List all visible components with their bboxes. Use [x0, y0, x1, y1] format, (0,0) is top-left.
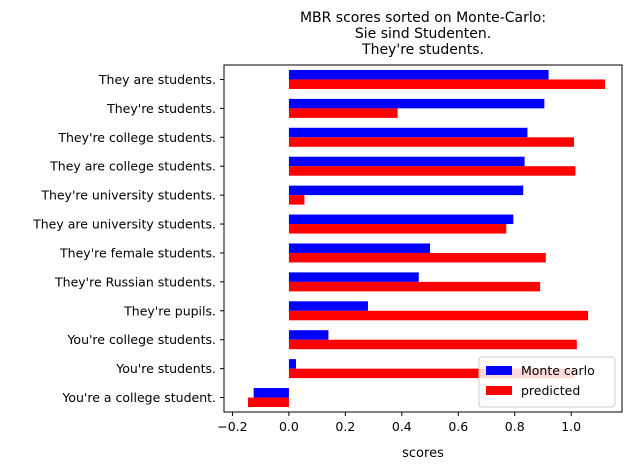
y-tick-label: They are students. [98, 72, 216, 87]
bar-monte-carlo [288, 185, 524, 196]
y-tick-label: They're students. [106, 101, 216, 116]
x-tick-label: 0.0 [279, 419, 299, 434]
bar-predicted [288, 224, 507, 234]
y-tick-label: They're Russian students. [54, 274, 216, 289]
x-tick-label: 1.0 [561, 419, 581, 434]
bars [247, 69, 606, 408]
legend-box [478, 356, 616, 408]
plot-frame [223, 64, 623, 413]
bar-predicted [288, 166, 576, 176]
y-tick-label: You're college students. [66, 332, 216, 347]
x-axis: −0.2 0.0 0.2 0.4 0.6 0.8 1.0 [217, 412, 581, 434]
legend-swatch [486, 366, 512, 375]
bar-predicted [288, 368, 575, 379]
y-tick-label: They're college students. [57, 130, 216, 145]
x-axis-label: scores [402, 446, 444, 461]
y-axis: They are students. They're students. They'… [32, 72, 224, 405]
bar-predicted [288, 79, 606, 89]
bar-predicted [288, 310, 589, 321]
bar-monte-carlo [288, 127, 528, 138]
bar-monte-carlo [288, 301, 368, 311]
legend-swatch [486, 386, 512, 395]
y-tick-label: They're pupils. [123, 303, 216, 318]
bar-monte-carlo [288, 156, 525, 167]
y-tick-label: You're students. [115, 361, 216, 376]
chart-title: MBR scores sorted on Monte-Carlo:Sie sin… [300, 10, 546, 58]
x-tick-label: 0.4 [392, 419, 412, 434]
bar-monte-carlo [288, 330, 329, 340]
title-line: MBR scores sorted on Monte-Carlo: [300, 10, 546, 26]
bar-monte-carlo [288, 98, 545, 109]
bar-predicted [247, 397, 289, 408]
bar-predicted [288, 108, 398, 118]
bar-monte-carlo [288, 359, 296, 369]
x-tick-label: 0.2 [335, 419, 355, 434]
y-tick-label: They're university students. [40, 188, 216, 203]
x-tick-label: 0.8 [505, 419, 525, 434]
y-tick-label: They are university students. [32, 217, 216, 232]
bar-monte-carlo [288, 214, 514, 225]
x-tick-label: 0.6 [448, 419, 468, 434]
bar-monte-carlo [288, 69, 549, 80]
legend: Monte carlo predicted [478, 356, 616, 408]
bar-monte-carlo [288, 272, 419, 282]
bar-predicted [288, 339, 577, 350]
bar-predicted [288, 281, 541, 292]
bar-predicted [288, 252, 546, 263]
bar-predicted [288, 195, 305, 205]
bar-monte-carlo [253, 388, 289, 398]
y-tick-label: You're a college student. [61, 390, 216, 405]
bar-monte-carlo [288, 243, 431, 253]
legend-label: Monte carlo [521, 363, 595, 378]
x-tick-label: −0.2 [217, 419, 247, 434]
bar-predicted [288, 137, 575, 147]
title-line: Sie sind Studenten. [355, 26, 491, 42]
title-line: They're students. [361, 42, 484, 58]
legend-label: predicted [521, 383, 580, 398]
y-tick-label: They are college students. [49, 159, 216, 174]
y-tick-label: They're female students. [59, 245, 216, 260]
